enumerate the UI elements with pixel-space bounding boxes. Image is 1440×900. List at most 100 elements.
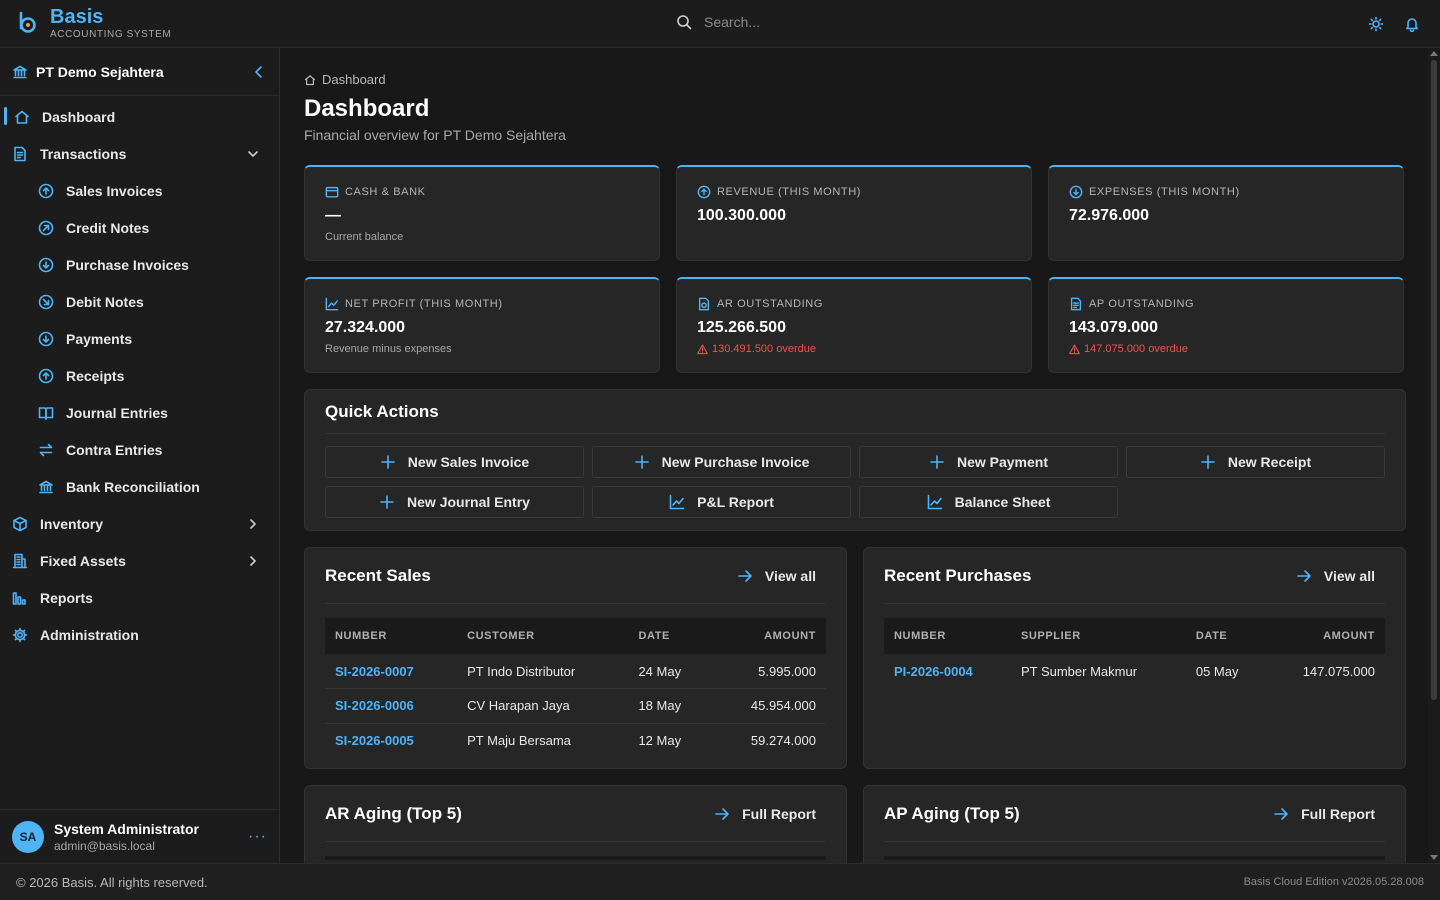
arrow-right-icon [737,568,753,584]
sidebar-item-administration[interactable]: Administration [0,616,279,653]
column-header[interactable]: DATE [1185,618,1267,654]
brand-name: Basis [50,6,104,28]
search-input[interactable] [704,14,1004,30]
search-icon [676,14,692,30]
customer-cell: PT Indo Distributor [457,654,629,689]
sidebar-item-purchase-invoices[interactable]: Purchase Invoices [0,246,279,283]
pl-report-button[interactable]: P&L Report [592,486,851,518]
sidebar-item-payments[interactable]: Payments [0,320,279,357]
stat-card-cash-bank: CASH & BANK — Current balance [304,165,660,261]
sidebar-item-transactions[interactable]: Transactions [0,135,279,172]
arrow-up-circle-icon [697,185,711,199]
new-journal-entry-button[interactable]: New Journal Entry [325,486,584,518]
sidebar-item-label: Inventory [40,515,104,532]
recent-purchases-table: NUMBER SUPPLIER DATE AMOUNT PI-2026-0004… [884,618,1385,689]
org-name: PT Demo Sejahtera [36,63,164,80]
sidebar-item-label: Journal Entries [66,404,168,421]
breadcrumb-item[interactable]: Dashboard [322,72,386,87]
amount-cell: 45.954.000 [712,688,826,724]
org-switcher[interactable]: PT Demo Sejahtera [0,48,279,96]
card-title: Recent Sales [325,565,431,585]
stat-card-ap-outstanding: AP OUTSTANDING 143.079.000 147.075.000 o… [1048,277,1404,373]
invoice-number-link[interactable]: SI-2026-0006 [325,688,458,724]
ap-aging-card: AP Aging (Top 5) Full Report [863,785,1406,863]
column-header[interactable]: NUMBER [884,618,1011,654]
warning-icon [697,343,708,355]
column-header[interactable]: SUPPLIER [1010,618,1186,654]
card-title: AP Aging (Top 5) [884,803,1020,823]
footer: © 2026 Basis. All rights reserved. Basis… [0,863,1440,900]
sidebar-item-receipts[interactable]: Receipts [0,357,279,394]
stat-label: CASH & BANK [345,186,426,198]
view-all-sales-link[interactable]: View all [737,568,826,584]
user-profile[interactable]: SA System Administrator admin@basis.loca… [0,809,279,863]
warning-icon [1069,343,1080,355]
sidebar-item-inventory[interactable]: Inventory [0,505,279,542]
sidebar-item-credit-notes[interactable]: Credit Notes [0,209,279,246]
table-header-stub [325,856,826,860]
recent-sales-card: Recent Sales View all NUMBER CUSTOMER DA… [304,547,847,769]
amount-cell: 59.274.000 [750,733,816,748]
bank-icon [38,479,54,495]
recent-purchases-card: Recent Purchases View all NUMBER SUPPLIE… [863,547,1406,769]
sidebar-item-label: Bank Reconciliation [66,478,200,495]
sidebar-item-debit-notes[interactable]: Debit Notes [0,283,279,320]
arrow-right-icon [1273,806,1289,822]
sidebar-item-label: Payments [66,330,133,347]
date-cell: 18 May [628,688,713,724]
table-row[interactable]: SI-2026-0005 PT Maju Bersama 12 May 59.2… [325,723,826,758]
invoice-number-link[interactable]: SI-2026-0005 [335,733,414,748]
balance-sheet-button[interactable]: Balance Sheet [859,486,1118,518]
swap-icon [38,442,54,458]
table-row[interactable]: PI-2026-0004 PT Sumber Makmur 05 May 147… [884,654,1385,689]
column-header[interactable]: NUMBER [325,618,458,654]
new-sales-invoice-button[interactable]: New Sales Invoice [325,446,584,478]
new-purchase-invoice-button[interactable]: New Purchase Invoice [592,446,851,478]
new-payment-button[interactable]: New Payment [859,446,1118,478]
new-receipt-button[interactable]: New Receipt [1126,446,1385,478]
chevron-left-icon[interactable] [251,64,267,80]
arrow-down-circle-icon [1069,185,1083,199]
scroll-down-icon[interactable] [1430,855,1438,860]
main-scrollbar[interactable] [1428,48,1440,863]
stat-value: 100.300.000 [697,207,786,224]
sidebar-item-dashboard[interactable]: Dashboard [0,98,279,135]
copyright: © 2026 Basis. All rights reserved. [16,874,208,890]
table-row[interactable]: SI-2026-0006 CV Harapan Jaya 18 May 45.9… [325,688,826,724]
sidebar-item-bank-reconciliation[interactable]: Bank Reconciliation [0,468,279,505]
column-header[interactable]: CUSTOMER [457,618,629,654]
stat-card-net-profit: NET PROFIT (THIS MONTH) 27.324.000 Reven… [304,277,660,373]
card-title: Quick Actions [325,401,439,421]
ap-full-report-link[interactable]: Full Report [1273,806,1385,822]
bell-icon[interactable] [1404,16,1420,32]
table-row[interactable]: SI-2026-0007 PT Indo Distributor 24 May … [325,654,826,689]
column-header[interactable]: AMOUNT [712,618,826,654]
scrollbar-thumb[interactable] [1431,60,1437,700]
sidebar-item-reports[interactable]: Reports [0,579,279,616]
stat-value: 125.266.500 [697,319,786,336]
sidebar-item-contra-entries[interactable]: Contra Entries [0,431,279,468]
sidebar-item-journal-entries[interactable]: Journal Entries [0,394,279,431]
sidebar-nav: Dashboard Transactions Sales Invoices Cr… [0,96,279,653]
building-icon [12,553,28,569]
document-icon [12,146,28,162]
sidebar-item-sales-invoices[interactable]: Sales Invoices [0,172,279,209]
ar-full-report-link[interactable]: Full Report [714,806,826,822]
arrow-up-right-circle-icon [38,220,54,236]
brand[interactable]: Basis ACCOUNTING SYSTEM [16,6,171,40]
sun-icon[interactable] [1368,16,1384,32]
arrow-down-circle-icon [38,331,54,347]
ar-aging-card: AR Aging (Top 5) Full Report [304,785,847,863]
plus-icon [929,454,945,470]
more-icon[interactable]: ··· [248,827,267,845]
column-header[interactable]: AMOUNT [1266,618,1385,654]
scroll-up-icon[interactable] [1430,51,1438,56]
amount-cell: 147.075.000 [1302,663,1375,679]
invoice-number-link[interactable]: PI-2026-0004 [894,663,973,679]
top-bar: Basis ACCOUNTING SYSTEM [0,0,1440,48]
sidebar-item-label: Dashboard [42,108,116,125]
invoice-number-link[interactable]: SI-2026-0007 [325,654,458,689]
view-all-purchases-link[interactable]: View all [1296,568,1385,584]
sidebar-item-fixed-assets[interactable]: Fixed Assets [0,542,279,579]
column-header[interactable]: DATE [628,618,713,654]
